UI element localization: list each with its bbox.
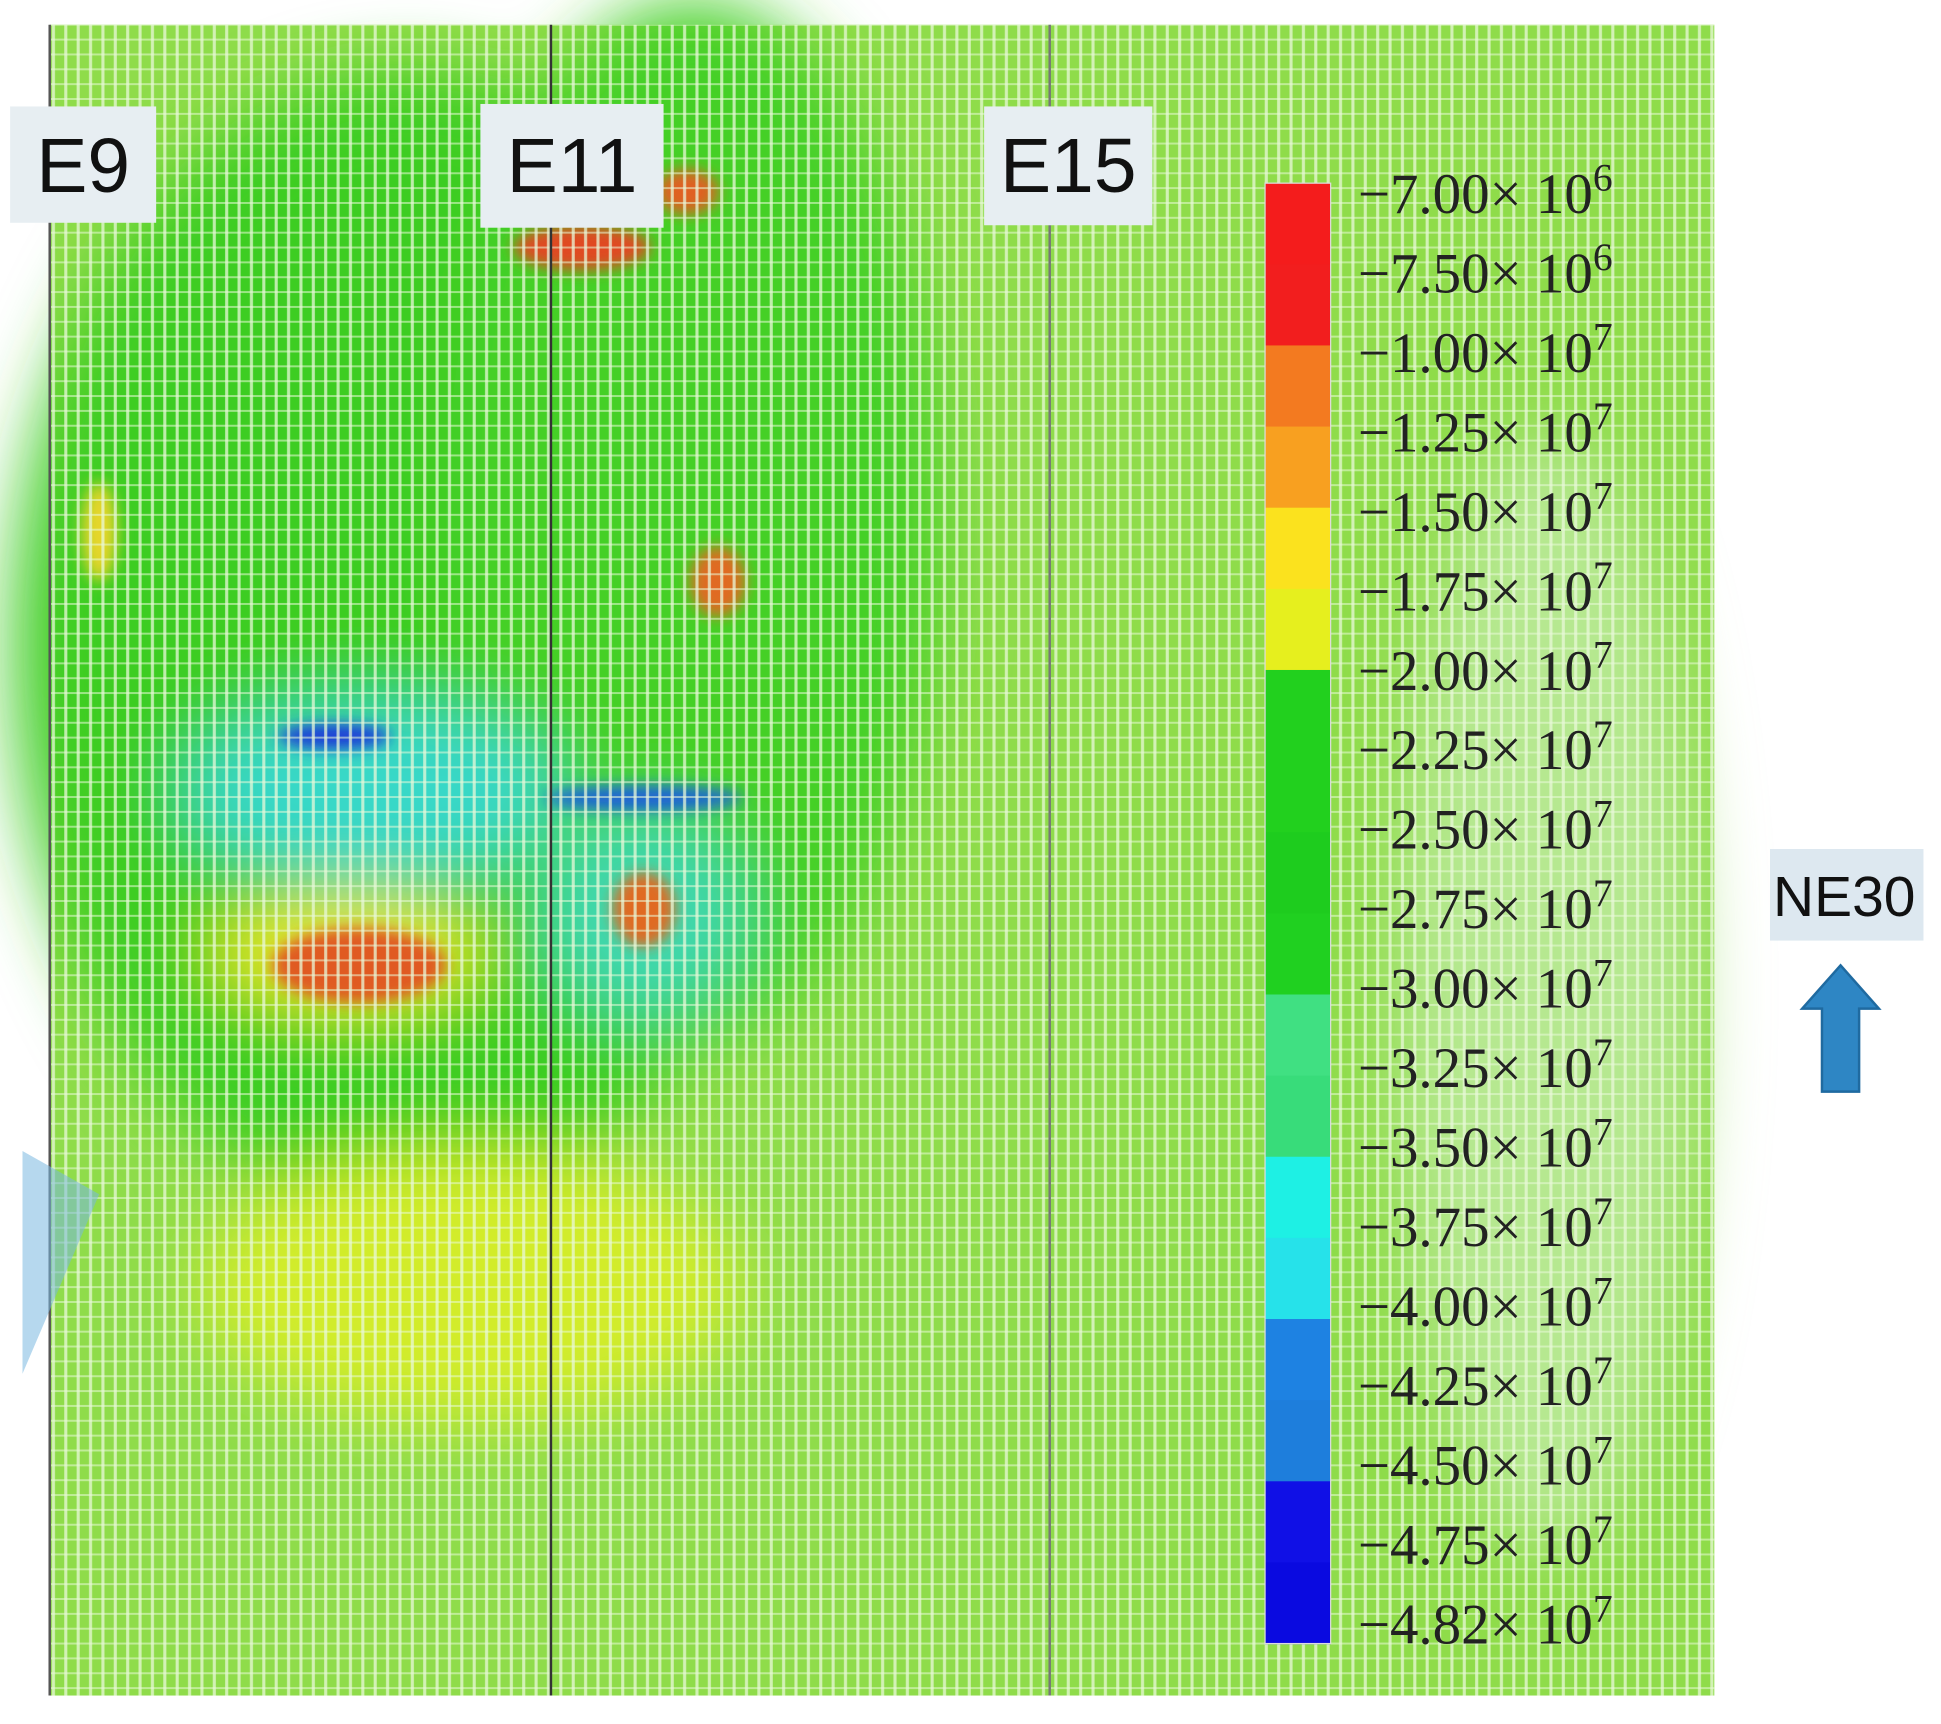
- legend-label: −3.00× 107: [1358, 950, 1613, 1020]
- colorbar-band: [1265, 183, 1331, 265]
- legend-label: −1.25× 107: [1358, 394, 1613, 464]
- legend-label: −1.50× 107: [1358, 474, 1613, 544]
- legend-exponent: 7: [1593, 1507, 1613, 1551]
- section-label: E11: [507, 124, 638, 209]
- colorbar-band: [1265, 669, 1331, 752]
- legend-mantissa: −2.50× 10: [1358, 799, 1593, 862]
- legend-label: −4.75× 107: [1358, 1507, 1613, 1577]
- legend-exponent: 7: [1593, 1268, 1613, 1312]
- colorbar-band: [1265, 1481, 1331, 1564]
- legend-mantissa: −2.00× 10: [1358, 640, 1593, 703]
- legend-mantissa: −2.75× 10: [1358, 878, 1593, 941]
- legend-mantissa: −4.00× 10: [1358, 1276, 1593, 1339]
- legend-mantissa: −1.25× 10: [1358, 401, 1593, 464]
- legend-exponent: 7: [1593, 394, 1613, 438]
- colorbar-band: [1265, 1562, 1331, 1645]
- label-box: [480, 103, 664, 228]
- legend-exponent: 7: [1593, 553, 1613, 597]
- legend-label: −7.00× 106: [1358, 156, 1613, 226]
- legend-exponent: 7: [1593, 1348, 1613, 1392]
- section-labels: E9 E11 E15: [10, 103, 1153, 228]
- colorbar-band: [1265, 1319, 1331, 1401]
- legend-exponent: 6: [1593, 156, 1613, 200]
- legend-label: −2.75× 107: [1358, 871, 1613, 941]
- legend-exponent: 7: [1593, 315, 1613, 359]
- legend-exponent: 7: [1593, 871, 1613, 915]
- legend-label: −4.82× 107: [1358, 1586, 1613, 1656]
- colorbar-band: [1265, 588, 1331, 671]
- legend-exponent: 7: [1593, 632, 1613, 676]
- legend-mantissa: −7.50× 10: [1358, 242, 1593, 305]
- legend-exponent: 7: [1593, 474, 1613, 518]
- direction-arrow: [1799, 963, 1882, 1093]
- legend-exponent: 6: [1593, 235, 1613, 279]
- colorbar-legend: −7.00× 106−7.50× 106−1.00× 107−1.25× 107…: [1264, 156, 1613, 1657]
- legend-mantissa: −3.25× 10: [1358, 1037, 1593, 1100]
- legend-mantissa: −4.75× 10: [1358, 1514, 1593, 1577]
- section-label: E9: [36, 124, 130, 209]
- legend-label: −2.50× 107: [1358, 791, 1613, 861]
- legend-exponent: 7: [1593, 1030, 1613, 1074]
- label-box: [10, 106, 157, 223]
- colorbar-frame: [1264, 182, 1332, 1645]
- label-box: [1770, 849, 1924, 941]
- legend-exponent: 7: [1593, 791, 1613, 835]
- direction-indicator: NE30: [1770, 849, 1924, 1093]
- legend-mantissa: −3.75× 10: [1358, 1196, 1593, 1259]
- legend-exponent: 7: [1593, 1427, 1613, 1471]
- colorbar-band: [1265, 913, 1331, 996]
- legend-label: −2.25× 107: [1358, 712, 1613, 782]
- colorbar-band: [1265, 994, 1331, 1077]
- colorbar-band: [1265, 1400, 1331, 1482]
- legend-label: −4.50× 107: [1358, 1427, 1613, 1497]
- section-label: E15: [1000, 124, 1137, 209]
- direction-label: NE30: [1773, 865, 1915, 929]
- legend-label: −7.50× 106: [1358, 235, 1613, 305]
- legend-mantissa: −2.25× 10: [1358, 719, 1593, 782]
- colorbar-band: [1265, 832, 1331, 914]
- legend-mantissa: −3.00× 10: [1358, 958, 1593, 1021]
- legend-label: −1.75× 107: [1358, 553, 1613, 623]
- colorbar-band: [1265, 345, 1331, 428]
- legend-mantissa: −4.50× 10: [1358, 1435, 1593, 1498]
- legend-mantissa: −1.50× 10: [1358, 481, 1593, 544]
- colorbar-band: [1265, 1237, 1331, 1320]
- colorbar-band: [1265, 1075, 1331, 1158]
- legend-exponent: 7: [1593, 1109, 1613, 1153]
- legend-label: −4.25× 107: [1358, 1348, 1613, 1418]
- legend-exponent: 7: [1593, 712, 1613, 756]
- legend-mantissa: −3.50× 10: [1358, 1117, 1593, 1180]
- label-box: [984, 106, 1153, 226]
- legend-mantissa: −1.00× 10: [1358, 322, 1593, 385]
- legend-label: −2.00× 107: [1358, 632, 1613, 702]
- legend-mantissa: −4.25× 10: [1358, 1355, 1593, 1418]
- colorbar-band: [1265, 751, 1331, 833]
- legend-mantissa: −7.00× 10: [1358, 163, 1593, 226]
- colorbar-band: [1265, 426, 1331, 509]
- legend-exponent: 7: [1593, 950, 1613, 994]
- colorbar-band: [1265, 264, 1331, 347]
- contour-field: [12, 0, 1715, 1696]
- legend-label: −3.50× 107: [1358, 1109, 1613, 1179]
- legend-exponent: 7: [1593, 1189, 1613, 1233]
- legend-mantissa: −4.82× 10: [1358, 1594, 1593, 1657]
- colorbar-band: [1265, 507, 1331, 590]
- legend-label: −1.00× 107: [1358, 315, 1613, 385]
- legend-exponent: 7: [1593, 1586, 1613, 1630]
- legend-mantissa: −1.75× 10: [1358, 560, 1593, 623]
- legend-label: −4.00× 107: [1358, 1268, 1613, 1338]
- legend-label: −3.75× 107: [1358, 1189, 1613, 1259]
- legend-label: −3.25× 107: [1358, 1030, 1613, 1100]
- colorbar-band: [1265, 1156, 1331, 1239]
